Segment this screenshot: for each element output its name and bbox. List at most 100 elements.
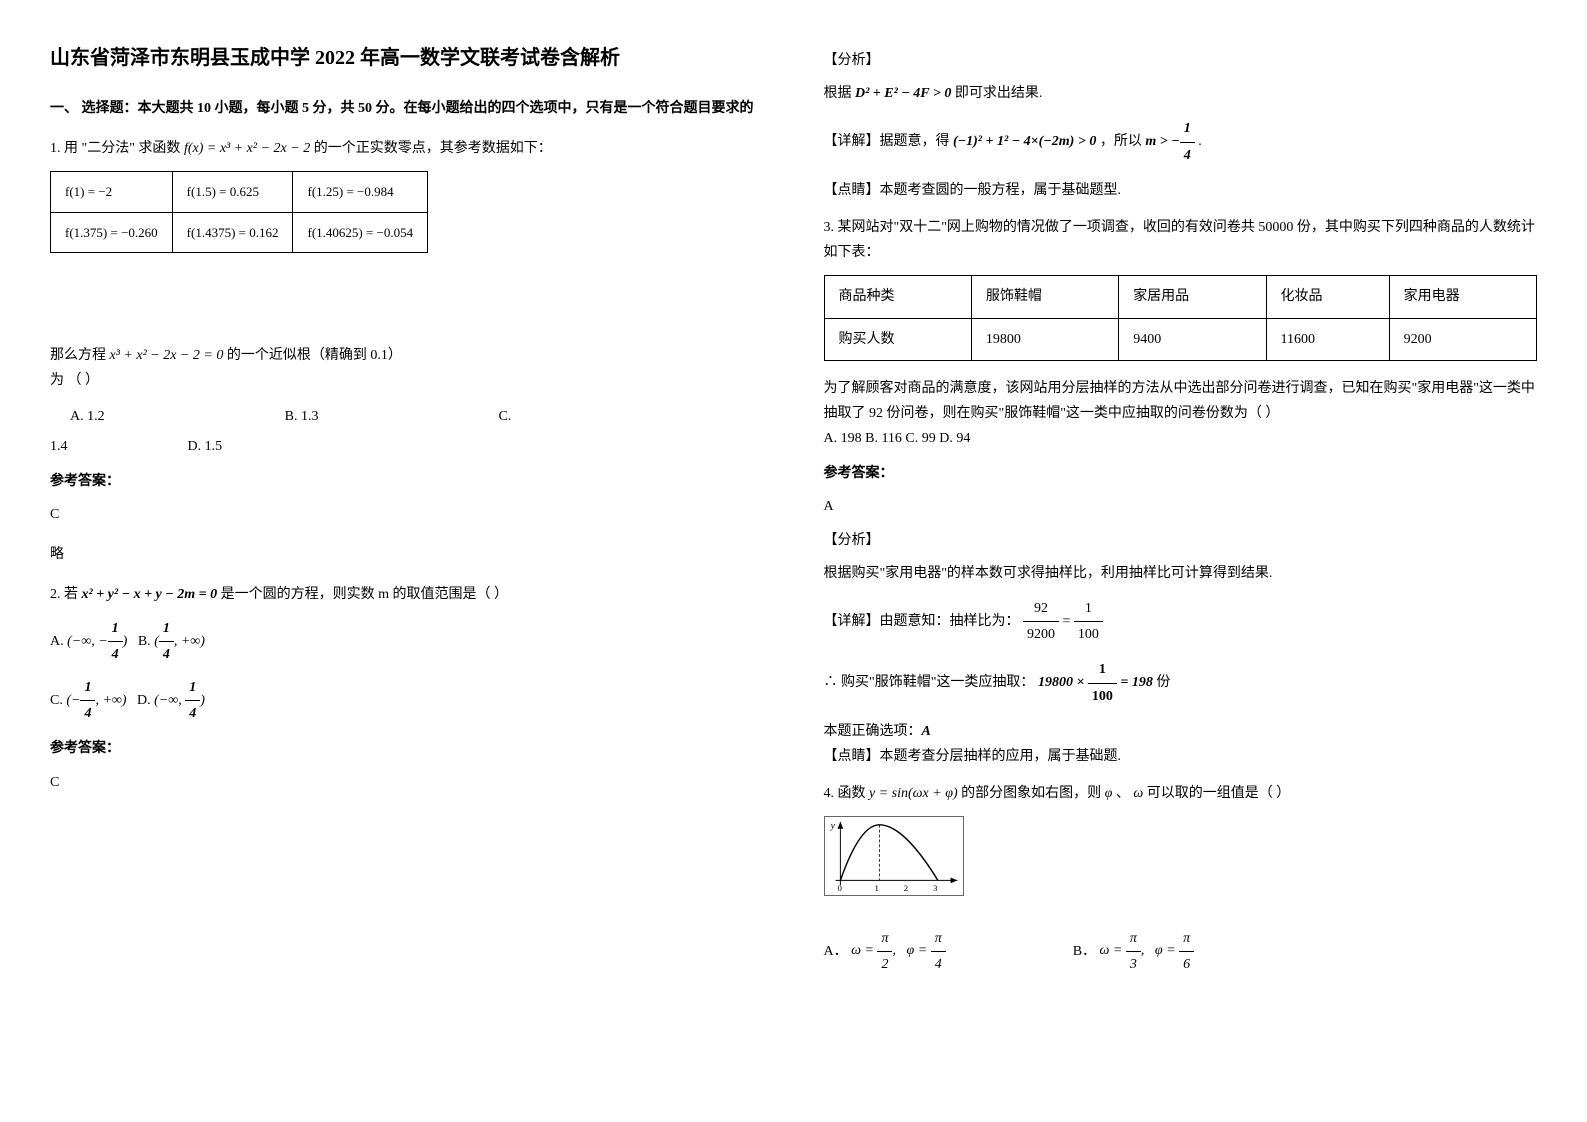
table-cell: 9200 xyxy=(1389,318,1536,360)
q2a-text3: ，所以 xyxy=(1100,134,1142,149)
q4-options-line: A． ω = π2, φ = π4 B． ω = π3, φ = π6 xyxy=(824,926,1538,977)
q1-answer-label: 参考答案： xyxy=(50,469,764,494)
table-row: f(1) = −2 f(1.5) = 0.625 f(1.25) = −0.98… xyxy=(51,172,428,212)
table-cell: 购买人数 xyxy=(824,318,971,360)
table-cell: 家用电器 xyxy=(1389,276,1536,318)
q2a-text4: . xyxy=(1198,134,1202,149)
x-label-3: 3 xyxy=(933,883,938,893)
q1-text1: 1. 用 "二分法" 求函数 xyxy=(50,141,180,156)
q3-eq: = xyxy=(1063,614,1074,629)
q3-text1: 3. 某网站对"双十二"网上购物的情况做了一项调查，收回的有效问卷共 50000… xyxy=(824,215,1538,265)
q2-detail-line: 【详解】据题意，得 (−1)² + 1² − 4×(−2m) > 0 ，所以 m… xyxy=(824,116,1538,167)
x-label-1: 1 xyxy=(874,883,878,893)
problem-4: 4. 函数 y = sin(ωx + φ) 的部分图象如右图，则 φ 、 ω 可… xyxy=(824,781,1538,977)
q2-tip: 【点睛】本题考查圆的一般方程，属于基础题型. xyxy=(824,178,1538,203)
q1-text3: 那么方程 xyxy=(50,348,106,363)
q2-options-line2: C. (−14, +∞) D. (−∞, 14) xyxy=(50,675,764,726)
q3-analysis-text: 根据购买"家用电器"的样本数可求得抽样比，利用抽样比可计算得到结果. xyxy=(824,561,1538,586)
q4-optA: ω = π2, φ = π4 xyxy=(851,943,946,958)
q2-analysis-label: 【分析】 xyxy=(824,48,1538,73)
q1-text5: 为 （ ） xyxy=(50,368,764,393)
q2-text2: 是一个圆的方程，则实数 m 的取值范围是（ ） xyxy=(221,587,508,602)
q3-detail-label: 【详解】由题意知：抽样比为： xyxy=(824,614,1020,629)
q4-text4: 可以取的一组值是（ ） xyxy=(1147,786,1291,801)
q3-answer-label: 参考答案： xyxy=(824,461,1538,486)
table-row: f(1.375) = −0.260 f(1.4375) = 0.162 f(1.… xyxy=(51,212,428,252)
q4-text2: 的部分图象如右图，则 xyxy=(961,786,1101,801)
q3-tip: 【点睛】本题考查分层抽样的应用，属于基础题. xyxy=(824,744,1538,769)
table-cell: 19800 xyxy=(971,318,1118,360)
q4-text1: 4. 函数 xyxy=(824,786,866,801)
q2-optD: (−∞, 14) xyxy=(154,693,205,708)
table-cell: f(1.25) = −0.984 xyxy=(293,172,428,212)
q3-analysis-label: 【分析】 xyxy=(824,528,1538,553)
frac-num: 92 xyxy=(1023,596,1059,622)
q2-optC-pre: C. xyxy=(50,693,63,708)
table-cell: f(1.40625) = −0.054 xyxy=(293,212,428,252)
table-cell: 9400 xyxy=(1119,318,1266,360)
q1-line1: 1. 用 "二分法" 求函数 f(x) = x³ + x² − 2x − 2 的… xyxy=(50,136,764,161)
q3-answer: A xyxy=(824,494,1538,519)
q3-text2: 为了解顾客对商品的满意度，该网站用分层抽样的方法从中选出部分问卷进行调查，已知在… xyxy=(824,376,1538,426)
left-column: 山东省菏泽市东明县玉成中学 2022 年高一数学文联考试卷含解析 一、 选择题：… xyxy=(20,40,794,989)
table-cell: 11600 xyxy=(1266,318,1389,360)
problem-2: 2. 若 x² + y² − x + y − 2m = 0 是一个圆的方程，则实… xyxy=(50,582,764,794)
q2-text1: 2. 若 xyxy=(50,587,78,602)
q3-calc-line: ∴ 购买"服饰鞋帽"这一类应抽取： 19800 × 1100 = 198 份 xyxy=(824,657,1538,708)
q3-frac3: 1100 xyxy=(1088,657,1117,708)
q4-optB-pre: B． xyxy=(1073,943,1096,958)
table-cell: f(1.375) = −0.260 xyxy=(51,212,173,252)
frac-num: 1 xyxy=(1074,596,1103,622)
q1-answer: C xyxy=(50,502,764,527)
q1-text4: 的一个近似根（精确到 0.1） xyxy=(227,348,402,363)
q4-optB: ω = π3, φ = π6 xyxy=(1100,943,1195,958)
table-cell: 商品种类 xyxy=(824,276,971,318)
q1-opt-c2: 1.4 xyxy=(50,434,68,459)
q3-calc-post: = 198 xyxy=(1117,675,1153,690)
q1-opt-d: D. 1.5 xyxy=(188,434,223,459)
q2-optA: (−∞, −14) xyxy=(67,634,127,649)
q4-text3: 、 xyxy=(1116,786,1130,801)
frac-num: 1 xyxy=(1088,657,1117,683)
frac-den: 9200 xyxy=(1023,622,1059,647)
table-cell: f(1.4375) = 0.162 xyxy=(172,212,293,252)
q1-options: A. 1.2 B. 1.3 C. 1.4 D. 1.5 xyxy=(70,404,764,459)
q1-formula2: x³ + x² − 2x − 2 = 0 xyxy=(110,348,224,363)
q2a-formula3: m > −14 xyxy=(1145,134,1194,149)
q1-opt-b: B. 1.3 xyxy=(285,404,319,429)
table-cell: 服饰鞋帽 xyxy=(971,276,1118,318)
frac-den: 100 xyxy=(1074,622,1103,647)
sine-graph-icon: y 0 1 2 3 xyxy=(824,816,964,896)
q1-line2: 那么方程 x³ + x² − 2x − 2 = 0 的一个近似根（精确到 0.1… xyxy=(50,343,764,368)
problem-1: 1. 用 "二分法" 求函数 f(x) = x³ + x² − 2x − 2 的… xyxy=(50,136,764,567)
q4-formula: y = sin(ωx + φ) xyxy=(869,786,958,801)
q1-data-table: f(1) = −2 f(1.5) = 0.625 f(1.25) = −0.98… xyxy=(50,171,428,253)
x-label-2: 2 xyxy=(903,883,907,893)
q3-correct: 本题正确选项：A xyxy=(824,719,1538,744)
q4-var2: ω xyxy=(1133,786,1143,801)
q1-opt-a: A. 1.2 xyxy=(70,404,105,429)
problem-3: 3. 某网站对"双十二"网上购物的情况做了一项调查，收回的有效问卷共 50000… xyxy=(824,215,1538,769)
q2-line1: 2. 若 x² + y² − x + y − 2m = 0 是一个圆的方程，则实… xyxy=(50,582,764,607)
q2-analysis-line1: 根据 D² + E² − 4F > 0 即可求出结果. xyxy=(824,81,1538,106)
table-cell: 化妆品 xyxy=(1266,276,1389,318)
q3-detail-line: 【详解】由题意知：抽样比为： 929200 = 1100 xyxy=(824,596,1538,647)
svg-text:y: y xyxy=(829,821,835,832)
q2a-text1: 根据 xyxy=(824,86,852,101)
q2-optC: (−14, +∞) xyxy=(66,693,126,708)
table-row: 商品种类 服饰鞋帽 家居用品 化妆品 家用电器 xyxy=(824,276,1537,318)
q2-optB-pre: B. xyxy=(138,634,151,649)
q2-options-line1: A. (−∞, −14) B. (14, +∞) xyxy=(50,616,764,667)
table-row: 购买人数 19800 9400 11600 9200 xyxy=(824,318,1537,360)
q3-data-table: 商品种类 服饰鞋帽 家居用品 化妆品 家用电器 购买人数 19800 9400 … xyxy=(824,275,1538,360)
q3-frac1: 929200 xyxy=(1023,596,1059,647)
q1-text2: 的一个正实数零点，其参考数据如下： xyxy=(314,141,552,156)
q2-formula: x² + y² − x + y − 2m = 0 xyxy=(82,587,218,602)
q3-unit: 份 xyxy=(1156,675,1170,690)
q3-frac2: 1100 xyxy=(1074,596,1103,647)
table-cell: 家居用品 xyxy=(1119,276,1266,318)
q1-formula1: f(x) = x³ + x² − 2x − 2 xyxy=(184,141,310,156)
q4-var1: φ xyxy=(1105,786,1113,801)
q2-optB: (14, +∞) xyxy=(154,634,205,649)
q2a-formula1: D² + E² − 4F > 0 xyxy=(855,86,951,101)
